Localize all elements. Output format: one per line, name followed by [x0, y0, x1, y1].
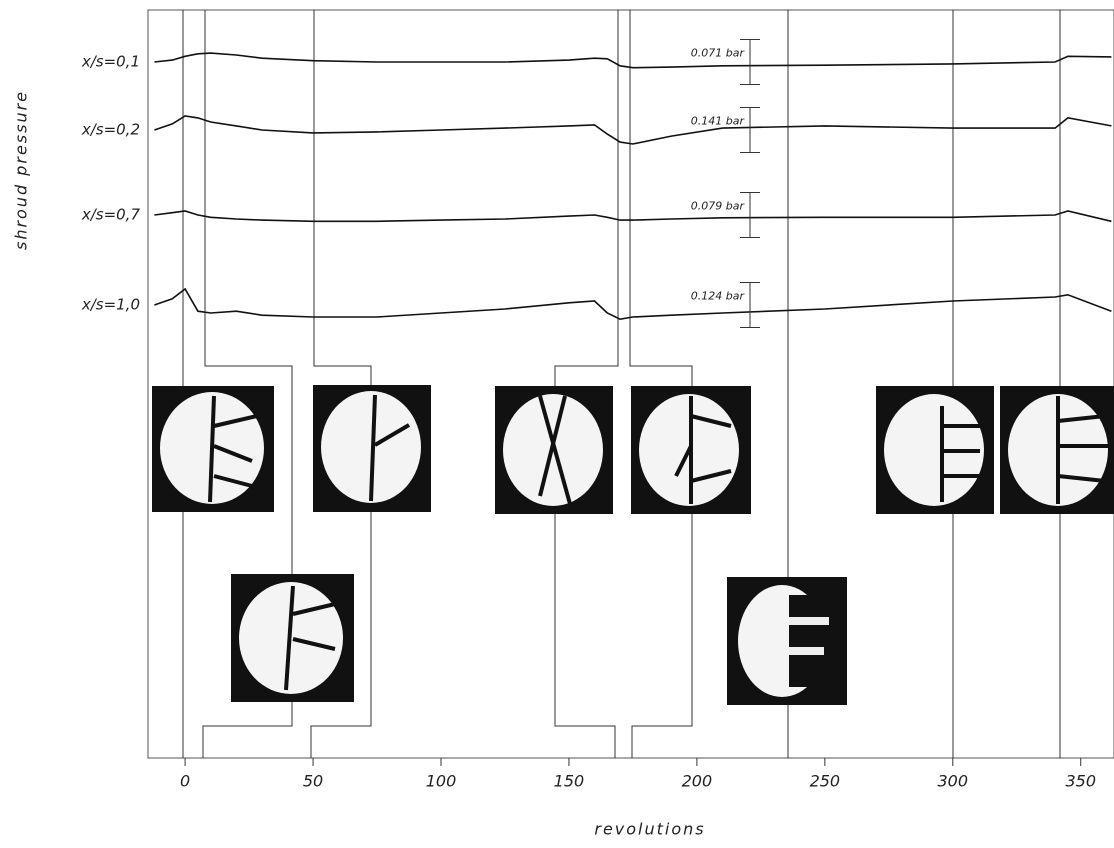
scale-bar-label: 0.079 bar: [691, 200, 746, 213]
pressure-trace: [154, 52, 1112, 69]
scale-bar-label: 0.071 bar: [691, 47, 746, 60]
x-tick-label: 50: [303, 772, 323, 791]
event-connectors: [182, 10, 1061, 758]
series-label: x/s=0,2: [81, 121, 140, 139]
x-tick-label: 250: [810, 772, 841, 791]
pressure-trace: [154, 287, 1112, 321]
series-label: x/s=1,0: [81, 296, 140, 314]
pressure-trace: [154, 210, 1112, 223]
scale-bar-label: 0.124 bar: [691, 290, 746, 303]
x-tick-label: 100: [426, 772, 457, 791]
photos: [152, 385, 1114, 705]
pressure-trace: [154, 115, 1112, 145]
x-tick-label: 350: [1065, 772, 1096, 791]
series-label: x/s=0,1: [81, 53, 140, 71]
series-label: x/s=0,7: [81, 206, 141, 224]
x-tick-label: 200: [682, 772, 713, 791]
y-axis-label: shroud pressure: [12, 90, 31, 250]
x-axis-label: revolutions: [594, 820, 705, 839]
scale-bar-label: 0.141 bar: [691, 115, 746, 128]
x-tick-label: 150: [554, 772, 585, 791]
x-tick-label: 300: [938, 772, 969, 791]
plot-frame: [147, 9, 1114, 759]
x-tick-label: 0: [180, 772, 190, 791]
